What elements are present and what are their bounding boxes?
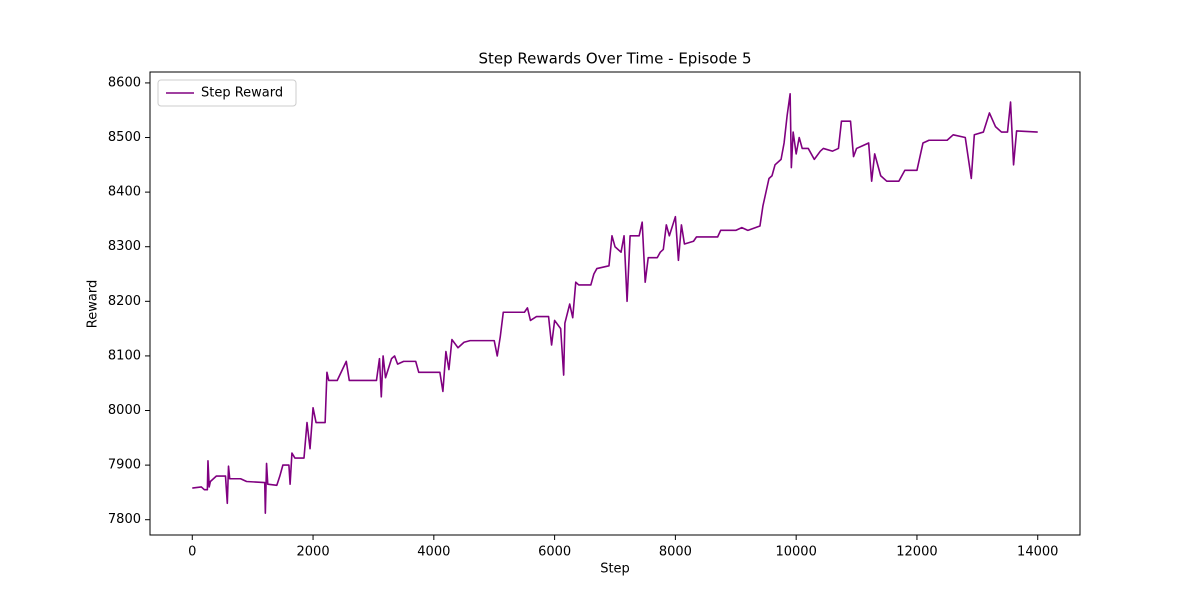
legend-box: [157, 79, 297, 107]
x-tick-label: 8000: [659, 545, 692, 560]
x-tick-label: 10000: [775, 545, 816, 560]
legend-label: Step Reward: [201, 86, 283, 101]
x-tick-label: 14000: [1017, 545, 1058, 560]
y-tick-label: 7800: [108, 512, 141, 527]
chart-title: Step Rewards Over Time - Episode 5: [478, 50, 751, 68]
y-tick-label: 8000: [108, 403, 141, 418]
x-axis-label: Step: [600, 562, 630, 577]
y-tick-label: 8300: [108, 239, 141, 254]
x-tick-label: 12000: [896, 545, 937, 560]
y-tick-label: 7900: [108, 458, 141, 473]
x-tick-label: 6000: [538, 545, 571, 560]
x-tick-label: 4000: [417, 545, 450, 560]
x-tick-label: 2000: [297, 545, 330, 560]
y-tick-label: 8100: [108, 348, 141, 363]
y-tick-label: 8200: [108, 294, 141, 309]
y-axis-label: Reward: [86, 280, 101, 328]
plot-frame: [149, 71, 1081, 536]
data-line: [192, 93, 1038, 514]
x-tick-label: 0: [188, 545, 196, 560]
y-tick-label: 8500: [108, 130, 141, 145]
y-tick-label: 8400: [108, 185, 141, 200]
y-tick-label: 8600: [108, 75, 141, 90]
